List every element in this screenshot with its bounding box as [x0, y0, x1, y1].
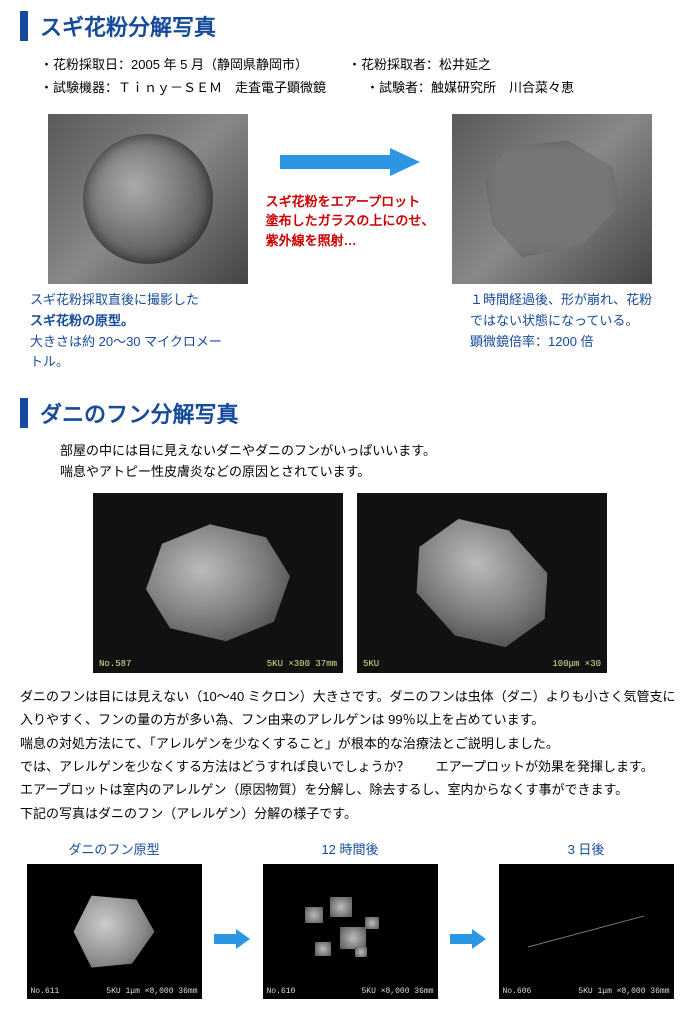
t1-polygon-shape — [69, 892, 159, 972]
t2-no: No.610 — [267, 987, 296, 996]
t3-label: No.606 5KU 1μm ×8,000 36mm — [499, 987, 674, 996]
mite-blob-shape — [138, 518, 298, 648]
meta-tester: ・試験者：触媒研究所 川合菜々恵 — [366, 77, 574, 96]
pollen-sphere-shape — [83, 134, 213, 264]
timeline-col-1: ダニのフン原型 No.611 5KU 1μm ×8,000 36mm — [20, 839, 208, 999]
timeline-col-3: 3 日後 No.606 5KU 1μm ×8,000 36mm — [492, 839, 680, 999]
t3-image: No.606 5KU 1μm ×8,000 36mm — [499, 864, 674, 999]
heading-bar — [20, 398, 28, 428]
meta-row-1: ・花粉採取日：2005 年 5 月（静岡県静岡市） ・花粉採取者：松井延之 — [20, 54, 680, 73]
pollen-compare-row: スギ花粉をエアープロット 塗布したガラスの上にのせ、 紫外線を照射… — [20, 114, 680, 284]
cap-left2: スギ花粉の原型。 — [30, 311, 230, 332]
t1-no: No.611 — [31, 987, 60, 996]
arrow-column: スギ花粉をエアープロット 塗布したガラスの上にのせ、 紫外線を照射… — [266, 148, 435, 251]
frag — [305, 907, 323, 923]
t1-scale: 5KU 1μm ×8,000 36mm — [106, 987, 197, 996]
decomposition-timeline: ダニのフン原型 No.611 5KU 1μm ×8,000 36mm 12 時間… — [20, 839, 680, 999]
timeline-arrow-2 — [450, 929, 486, 949]
frag — [340, 927, 366, 949]
t3-streak — [528, 916, 644, 948]
red-line2: 塗布したガラスの上にのせ、 — [266, 211, 435, 231]
mite-blob-shape — [379, 484, 585, 682]
meta-collector: ・花粉採取者：松井延之 — [348, 54, 491, 73]
pollen-captions: スギ花粉採取直後に撮影した スギ花粉の原型。 大きさは約 20～30 マイクロメ… — [20, 290, 680, 373]
frag — [330, 897, 352, 917]
intro-line1: 部屋の中には目に見えないダニやダニのフンがいっぱいいます。 — [60, 441, 680, 462]
mite-image-pair: No.587 5KU ×300 37mm 5KU 100μm ×30 — [20, 493, 680, 673]
t2-title: 12 時間後 — [321, 839, 378, 858]
t3-no: No.606 — [503, 987, 532, 996]
section2-heading: ダニのフン分解写真 — [20, 397, 680, 429]
mite1-label-scale: 5KU ×300 37mm — [267, 659, 337, 669]
meta-collection-date: ・花粉採取日：2005 年 5 月（静岡県静岡市） — [40, 54, 308, 73]
frag — [355, 947, 367, 957]
heading1-text: スギ花粉分解写真 — [40, 10, 216, 42]
meta-row-2: ・試験機器：Ｔｉｎｙ－ＳＥＭ 走査電子顕微鏡 ・試験者：触媒研究所 川合菜々恵 — [20, 77, 680, 96]
meta-instrument: ・試験機器：Ｔｉｎｙ－ＳＥＭ 走査電子顕微鏡 — [40, 77, 326, 96]
red-line3: 紫外線を照射… — [266, 231, 435, 251]
heading2-text: ダニのフン分解写真 — [40, 397, 238, 429]
timeline-arrow-1 — [214, 929, 250, 949]
section1-heading: スギ花粉分解写真 — [20, 10, 680, 42]
t3-title: 3 日後 — [568, 839, 605, 858]
t1-title: ダニのフン原型 — [68, 839, 159, 858]
mite1-label-no: No.587 — [99, 659, 131, 669]
cap-left3: 大きさは約 20～30 マイクロメートル。 — [30, 332, 230, 374]
mite-image-1: No.587 5KU ×300 37mm — [93, 493, 343, 673]
pollen-after-image — [452, 114, 652, 284]
big-arrow-icon — [280, 148, 420, 176]
cap-left1: スギ花粉採取直後に撮影した — [30, 290, 230, 311]
pollen-caption-right: １時間経過後、形が崩れ、花粉 ではない状態になっている。 顕微鏡倍率：1200 … — [470, 290, 670, 373]
t1-label: No.611 5KU 1μm ×8,000 36mm — [27, 987, 202, 996]
cap-right3: 顕微鏡倍率：1200 倍 — [470, 332, 670, 353]
frag — [315, 942, 331, 956]
mite2-label-left: 5KU — [363, 659, 379, 669]
section2-body: ダニのフンは目には見えない（10～40 ミクロン）大きさです。ダニのフンは虫体（… — [20, 685, 680, 825]
red-line1: スギ花粉をエアープロット — [266, 192, 435, 212]
t2-fragments — [295, 887, 405, 977]
pollen-broken-shape — [477, 134, 627, 264]
t2-label: No.610 5KU ×8,000 36mm — [263, 987, 438, 996]
cap-right1: １時間経過後、形が崩れ、花粉 — [470, 290, 670, 311]
heading-bar — [20, 11, 28, 41]
pollen-before-image — [48, 114, 248, 284]
t2-scale: 5KU ×8,000 36mm — [361, 987, 433, 996]
t2-image: No.610 5KU ×8,000 36mm — [263, 864, 438, 999]
process-description: スギ花粉をエアープロット 塗布したガラスの上にのせ、 紫外線を照射… — [266, 192, 435, 251]
t3-scale: 5KU 1μm ×8,000 36mm — [578, 987, 669, 996]
timeline-col-2: 12 時間後 No.610 5KU ×8,000 36mm — [256, 839, 444, 999]
t1-image: No.611 5KU 1μm ×8,000 36mm — [27, 864, 202, 999]
frag — [365, 917, 379, 929]
mite-image-2: 5KU 100μm ×30 — [357, 493, 607, 673]
intro-line2: 喘息やアトピー性皮膚炎などの原因とされています。 — [60, 462, 680, 483]
mite2-label-scale: 100μm ×30 — [552, 659, 601, 669]
section2-intro: 部屋の中には目に見えないダニやダニのフンがいっぱいいます。 喘息やアトピー性皮膚… — [20, 441, 680, 483]
pollen-caption-left: スギ花粉採取直後に撮影した スギ花粉の原型。 大きさは約 20～30 マイクロメ… — [30, 290, 230, 373]
cap-right2: ではない状態になっている。 — [470, 311, 670, 332]
